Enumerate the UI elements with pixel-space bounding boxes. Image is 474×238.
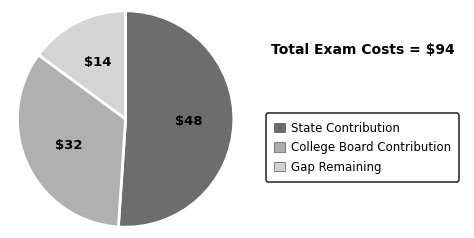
Wedge shape [18, 55, 126, 227]
Text: $48: $48 [174, 114, 202, 128]
Text: $14: $14 [83, 56, 111, 69]
Text: $32: $32 [55, 139, 82, 152]
Legend: State Contribution, College Board Contribution, Gap Remaining: State Contribution, College Board Contri… [266, 113, 459, 182]
Wedge shape [38, 11, 126, 119]
Text: Total Exam Costs = $94: Total Exam Costs = $94 [271, 43, 455, 57]
Wedge shape [118, 11, 234, 227]
